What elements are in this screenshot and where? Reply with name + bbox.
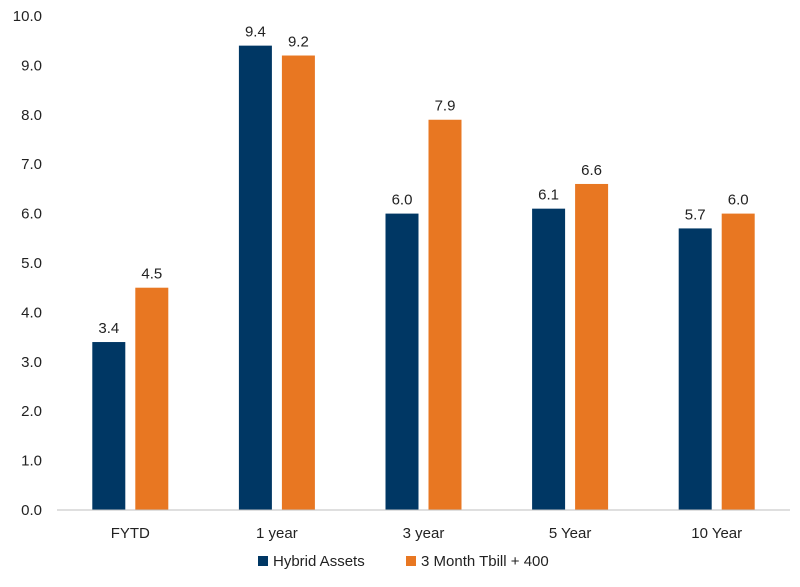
bar-3-month-tbill-400-1-year [281,55,315,511]
bar-3-month-tbill-400-fytd [135,287,169,510]
legend-label: 3 Month Tbill + 400 [421,553,549,570]
y-tick-label: 9.0 [21,57,42,74]
data-label: 6.6 [581,162,602,179]
x-category-label: 5 Year [549,525,592,542]
data-label: 6.1 [538,187,559,204]
data-label: 9.2 [288,34,309,51]
data-label: 6.0 [392,192,413,209]
bar-hybrid-assets-3-year [385,213,419,510]
y-tick-label: 8.0 [21,107,42,124]
y-tick-label: 0.0 [21,502,42,519]
y-axis-ticks: 0.0 1.0 2.0 3.0 4.0 5.0 6.0 7.0 8.0 9.0 10.0 [13,8,42,519]
x-category-label: 1 year [256,525,298,542]
bar-series-group [92,45,755,511]
y-tick-label: 5.0 [21,255,42,272]
bar-3-month-tbill-400-10-year [721,213,755,510]
bar-hybrid-assets-1-year [238,45,272,510]
bar-hybrid-assets-5-year [532,208,566,510]
data-label: 7.9 [435,98,456,115]
bar-3-month-tbill-400-5-year [575,183,609,510]
y-tick-label: 1.0 [21,453,42,470]
x-axis-categories: FYTD 1 year 3 year 5 Year 10 Year [111,525,742,542]
y-tick-label: 2.0 [21,403,42,420]
x-category-label: FYTD [111,525,150,542]
x-category-label: 10 Year [691,525,742,542]
bar-hybrid-assets-fytd [92,342,126,510]
data-label: 5.7 [685,206,706,223]
bar-3-month-tbill-400-3-year [428,119,462,511]
y-tick-label: 3.0 [21,354,42,371]
y-tick-label: 7.0 [21,156,42,173]
data-labels-group: 3.4 4.5 9.4 9.2 6.0 7.9 6.1 6.6 5.7 6.0 [98,24,748,337]
y-tick-label: 6.0 [21,206,42,223]
y-tick-label: 4.0 [21,304,42,321]
data-label: 4.5 [141,266,162,283]
bar-hybrid-assets-10-year [678,228,712,511]
data-label: 6.0 [728,192,749,209]
data-label: 3.4 [98,320,119,337]
legend-swatch [258,556,268,566]
legend-swatch [406,556,416,566]
data-label: 9.4 [245,24,266,41]
legend-label: Hybrid Assets [273,553,365,570]
x-category-label: 3 year [403,525,445,542]
legend: Hybrid Assets 3 Month Tbill + 400 [258,553,549,570]
y-tick-label: 10.0 [13,8,42,25]
